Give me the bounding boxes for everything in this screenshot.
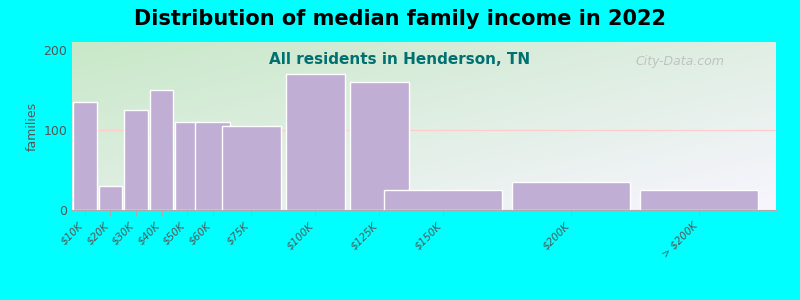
Bar xyxy=(384,190,502,210)
Y-axis label: families: families xyxy=(26,101,39,151)
Bar xyxy=(150,90,174,210)
Text: City-Data.com: City-Data.com xyxy=(635,56,724,68)
Text: All residents in Henderson, TN: All residents in Henderson, TN xyxy=(270,52,530,68)
Bar xyxy=(512,182,630,210)
Bar xyxy=(195,122,230,210)
Bar xyxy=(73,102,97,210)
Bar xyxy=(286,74,345,210)
Bar xyxy=(98,186,122,210)
Bar xyxy=(640,190,758,210)
Text: Distribution of median family income in 2022: Distribution of median family income in … xyxy=(134,9,666,29)
Bar xyxy=(175,122,199,210)
Bar xyxy=(124,110,148,210)
Bar xyxy=(222,126,281,210)
Bar xyxy=(350,82,409,210)
